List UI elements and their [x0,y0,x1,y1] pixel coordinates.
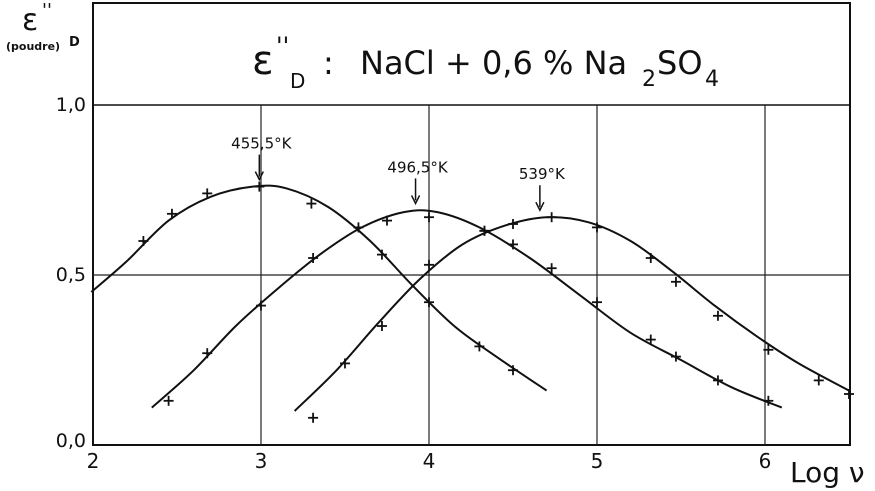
data-point-plus [166,208,177,219]
data-point-plus [712,310,723,321]
x-tick-label: 2 [87,449,100,473]
y-tick-label: 0,0 [56,430,86,452]
x-tick-label: 5 [591,449,604,473]
x-tick-label: 6 [759,449,772,473]
ylabel-subscript-left: (poudre) [6,40,60,53]
tick-labels: 2 3 4 5 6 0,0 0,5 1,0 [56,94,772,473]
series-curve [151,209,783,409]
data-point-plus [202,188,213,199]
data-point-plus [763,344,774,355]
data-point-plus [508,239,518,250]
y-tick-label: 0,5 [56,264,86,286]
chart-title: ε '' D : NaCl + 0,6 % Na 2 SO 4 [252,32,719,93]
data-point-plus [424,259,434,270]
title-formula-main: NaCl + 0,6 % Na [360,44,627,82]
peak-temperature-label: 455,5°K [231,135,292,153]
data-point-plus [592,297,602,308]
ylabel-subscript-right: D [69,35,80,50]
data-point-plus [308,253,319,263]
data-point-plus [138,236,149,246]
data-point-plus [670,276,681,287]
title-subscript: D [290,69,305,93]
data-point-plus [254,181,265,192]
data-point-plus [645,253,656,263]
ylabel-symbol: ε [22,3,38,38]
series-curve [90,184,548,392]
data-point-plus [508,219,518,229]
title-formula-mid: SO [657,44,703,82]
data-point-plus [256,300,266,311]
data-point-plus [382,215,392,226]
data-point-plus [763,395,774,406]
peak-arrow-head [535,201,545,212]
peak-temperature-label: 496,5°K [387,158,448,176]
data-point-plus [202,348,213,359]
data-point-plus [340,358,350,369]
title-primes: '' [276,32,289,60]
data-point-plus [376,321,387,331]
grid [93,105,850,445]
data-point-plus [546,263,557,274]
ylabel-primes: '' [42,0,52,21]
title-formula-sub1: 2 [642,67,656,92]
data-point-plus [645,334,656,345]
data-point-plus [813,375,824,386]
title-separator: : [323,44,334,82]
data-point-plus [546,212,557,223]
data-point-plus [306,198,317,209]
peak-annotations: 455,5°K 496,5°K 539°K [231,135,566,212]
data-point-plus [670,351,681,362]
x-tick-label: 3 [255,449,268,473]
data-points [138,181,854,423]
series-curve [293,216,850,412]
title-formula-sub2: 4 [705,67,719,92]
data-point-plus [474,341,485,352]
y-tick-label: 1,0 [56,94,86,116]
y-axis-label: ε '' (poudre) D [6,0,80,53]
data-point-plus [508,365,518,376]
data-point-plus [376,249,387,260]
data-point-plus [308,412,319,423]
x-tick-label: 4 [423,449,436,473]
peak-arrow-head [410,195,421,206]
data-point-plus [479,225,490,236]
data-point-plus [844,389,854,399]
plot-frame [92,2,851,446]
x-axis-label: Log ν [790,456,865,489]
curves [90,184,850,412]
data-point-plus [424,297,434,308]
data-point-plus [424,212,434,223]
peak-arrow-head [254,171,264,182]
data-point-plus [163,395,174,406]
data-point-plus [353,222,364,233]
title-symbol: ε [252,38,274,84]
peak-temperature-label: 539°K [519,165,566,183]
data-point-plus [592,222,602,233]
data-point-plus [712,375,723,386]
